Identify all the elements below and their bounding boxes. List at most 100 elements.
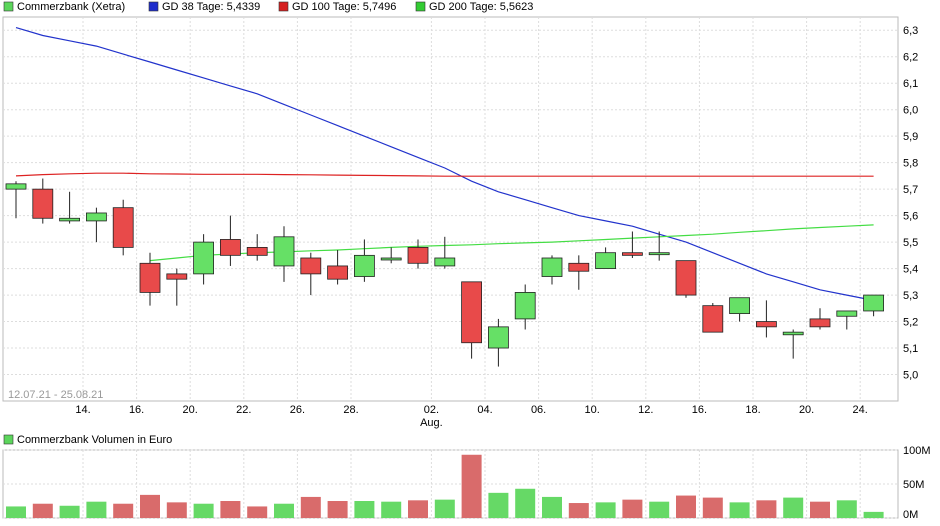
volume-bar xyxy=(86,501,107,518)
candle-body xyxy=(86,212,107,222)
volume-bar xyxy=(676,495,696,518)
candle-body xyxy=(166,273,188,280)
volume-bar xyxy=(461,454,482,518)
y-tick-label: 6,1 xyxy=(903,78,918,90)
series-line-gd-38-tage xyxy=(15,27,874,301)
candle-body xyxy=(32,188,54,219)
price-x-axis: 14. 16. 20. 22. 26. 28. 02. 04. 06. 10. 12. 16. 18. 2… xyxy=(75,404,867,429)
candle-body xyxy=(622,252,643,256)
x-tick-label: 16. xyxy=(692,404,707,416)
candle-body xyxy=(514,292,536,320)
legend-label: GD 100 Tage: 5,7496 xyxy=(292,1,396,13)
volume-bar xyxy=(166,502,187,518)
legend-swatch xyxy=(415,1,426,12)
candle-body xyxy=(300,257,322,275)
volume-bar xyxy=(568,503,589,518)
volume-bar xyxy=(729,502,750,518)
x-tick-label: 28. xyxy=(343,404,358,416)
volume-bar xyxy=(836,500,857,518)
candle-body xyxy=(541,257,563,277)
volume-y-axis: 0M 50M 100M xyxy=(903,445,931,521)
legend-label: Commerzbank (Xetra) xyxy=(17,1,125,13)
volume-bar xyxy=(247,506,268,518)
date-range-label: 12.07.21 - 25.08.21 xyxy=(8,389,103,401)
volume-bar xyxy=(300,496,321,518)
candle-body xyxy=(595,252,616,269)
x-tick-label: 06. xyxy=(531,404,546,416)
x-tick-label: 20. xyxy=(799,404,814,416)
volume-bar xyxy=(381,501,402,518)
candle-body xyxy=(246,246,268,256)
y-tick-label: 6,2 xyxy=(903,52,918,64)
legend-label: GD 38 Tage: 5,4339 xyxy=(162,1,260,13)
y-tick-label: 5,9 xyxy=(903,131,918,143)
candle-body xyxy=(434,257,456,267)
x-tick-label: 18. xyxy=(745,404,760,416)
y-tick-label: 5,5 xyxy=(903,237,918,249)
x-tick-label: 10. xyxy=(585,404,600,416)
volume-bar xyxy=(649,501,670,518)
volume-bar xyxy=(622,499,643,518)
candle-body xyxy=(407,246,429,264)
volume-bars xyxy=(6,454,884,518)
legend-label: GD 200 Tage: 5,5623 xyxy=(429,1,533,13)
volume-panel: 0M 50M 100M xyxy=(2,445,931,521)
price-plot-area xyxy=(2,16,899,402)
candle-body xyxy=(487,326,509,349)
price-panel: 5,0 5,1 5,2 5,3 5,4 5,5 5,6 5,7 5,8 5,9 6,0 6,1 6,2 6… xyxy=(2,16,918,429)
candle-body xyxy=(353,254,375,277)
legend-swatch xyxy=(148,1,159,12)
volume-bar xyxy=(488,492,509,518)
candle-body xyxy=(380,257,402,261)
candle-body xyxy=(327,265,349,280)
candle-body xyxy=(729,297,750,315)
volume-bar xyxy=(113,503,134,518)
x-tick-label: 24. xyxy=(853,404,868,416)
candle-body xyxy=(863,294,884,312)
candle-body xyxy=(461,281,483,344)
y-tick-label: 5,7 xyxy=(903,184,918,196)
y-tick-label: 50M xyxy=(903,479,924,491)
volume-bar xyxy=(354,501,375,518)
x-tick-label: 02. xyxy=(424,404,439,416)
candle-body xyxy=(5,183,27,190)
moving-averages xyxy=(15,27,874,301)
volume-bar xyxy=(140,494,160,518)
price-grid xyxy=(3,17,898,401)
x-tick-label: 16. xyxy=(129,404,144,416)
candle-body xyxy=(568,262,590,272)
volume-bar xyxy=(756,500,777,518)
y-tick-label: 5,6 xyxy=(903,211,918,223)
volume-legend: Commerzbank Volumen in Euro xyxy=(3,434,172,446)
y-tick-label: 6,3 xyxy=(903,25,918,37)
volume-bar xyxy=(32,503,53,518)
volume-bar xyxy=(59,505,80,518)
candle-body xyxy=(756,321,777,328)
volume-bar xyxy=(595,502,616,518)
x-tick-label: 26. xyxy=(290,404,305,416)
price-y-axis: 5,0 5,1 5,2 5,3 5,4 5,5 5,6 5,7 5,8 5,9 6,0 6,1 6,2 6… xyxy=(903,25,918,381)
candle-body xyxy=(675,260,697,296)
y-tick-label: 5,8 xyxy=(903,158,918,170)
candle-body xyxy=(219,239,241,256)
volume-bar xyxy=(810,501,830,518)
candle-body xyxy=(112,207,134,248)
volume-bar xyxy=(274,503,294,518)
legend-swatch xyxy=(278,1,289,12)
x-tick-label: 14. xyxy=(75,404,90,416)
volume-bar xyxy=(6,506,26,518)
volume-bar xyxy=(542,496,562,518)
y-tick-label: 5,3 xyxy=(903,290,918,302)
volume-bar xyxy=(515,488,536,518)
x-tick-label: 22. xyxy=(236,404,251,416)
x-tick-label: 12. xyxy=(638,404,653,416)
candle-body xyxy=(809,318,831,328)
y-tick-label: 5,4 xyxy=(903,264,918,276)
series-line-gd-200-tage xyxy=(149,224,874,262)
legend-label: Commerzbank Volumen in Euro xyxy=(17,434,172,446)
y-tick-label: 5,1 xyxy=(903,343,918,355)
volume-bar xyxy=(220,501,241,518)
y-tick-label: 0M xyxy=(903,509,918,521)
y-tick-label: 6,0 xyxy=(903,105,918,117)
